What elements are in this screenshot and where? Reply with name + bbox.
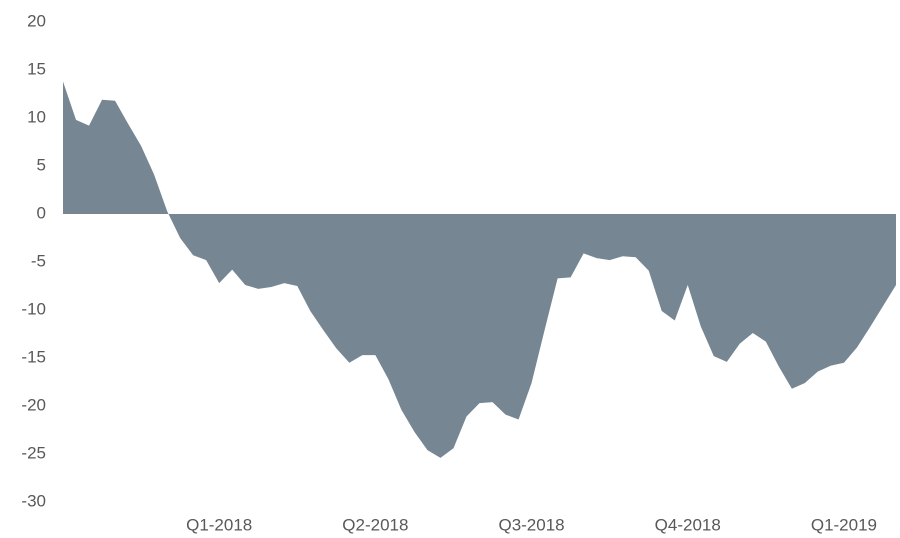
y-tick-label: -5 — [31, 251, 46, 270]
x-tick-label: Q3-2018 — [498, 515, 564, 534]
x-tick-label: Q1-2018 — [186, 515, 252, 534]
x-tick-label: Q1-2019 — [811, 515, 877, 534]
y-tick-label: -10 — [21, 299, 46, 318]
y-tick-label: -20 — [21, 395, 46, 414]
y-tick-label: -25 — [21, 443, 46, 462]
y-tick-label: 0 — [37, 203, 46, 222]
y-tick-label: 20 — [27, 11, 46, 30]
y-tick-label: -15 — [21, 347, 46, 366]
y-tick-label: 10 — [27, 107, 46, 126]
y-tick-label: -30 — [21, 491, 46, 510]
x-tick-label: Q2-2018 — [342, 515, 408, 534]
x-tick-label: Q4-2018 — [655, 515, 721, 534]
y-tick-label: 5 — [37, 155, 46, 174]
y-tick-label: 15 — [27, 59, 46, 78]
area — [63, 81, 896, 458]
